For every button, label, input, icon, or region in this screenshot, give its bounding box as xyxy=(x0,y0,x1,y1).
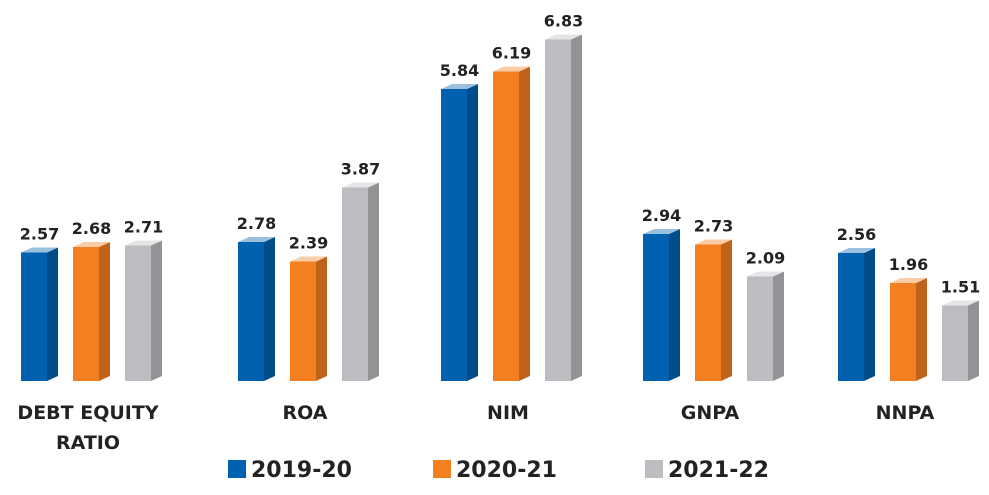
bar-side xyxy=(916,278,927,381)
bar xyxy=(21,252,47,381)
bar xyxy=(890,283,916,381)
bar xyxy=(942,305,968,381)
category-label: NIM xyxy=(487,402,529,424)
bar-side xyxy=(864,248,875,381)
bar xyxy=(747,276,773,381)
category-label: DEBT EQUITY RATIO xyxy=(17,402,159,454)
bar-top xyxy=(290,256,327,262)
bar-top xyxy=(545,34,582,40)
legend-swatch xyxy=(645,460,663,478)
bar-top xyxy=(21,247,58,253)
value-label: 6.19 xyxy=(492,44,531,63)
value-label: 2.94 xyxy=(642,206,681,225)
bar xyxy=(695,244,721,381)
bar-side xyxy=(151,240,162,381)
value-label: 2.78 xyxy=(237,214,276,233)
bar-side xyxy=(368,182,379,381)
value-label: 1.51 xyxy=(941,278,980,297)
bar-side xyxy=(316,256,327,381)
bar xyxy=(441,89,467,381)
bar-side xyxy=(467,84,478,381)
value-label: 2.57 xyxy=(20,225,59,244)
category-label: NNPA xyxy=(875,402,935,424)
bar-side xyxy=(519,66,530,381)
bar-top xyxy=(838,248,875,253)
value-label: 6.83 xyxy=(544,12,583,31)
bar xyxy=(125,245,151,381)
bar-side xyxy=(773,271,784,381)
value-label: 2.09 xyxy=(746,249,785,268)
value-label: 2.56 xyxy=(837,225,876,244)
category-label: ROA xyxy=(282,402,328,424)
bar-side xyxy=(721,239,732,381)
bar xyxy=(238,242,264,381)
legend-swatch xyxy=(228,460,246,478)
bar-side xyxy=(47,247,58,381)
legend-swatch xyxy=(433,460,451,478)
value-label: 2.73 xyxy=(694,217,733,236)
value-label: 2.39 xyxy=(289,234,328,253)
value-label: 5.84 xyxy=(440,61,479,80)
bar xyxy=(493,71,519,381)
bar-top xyxy=(238,237,275,242)
bar-top xyxy=(643,229,680,234)
bar-top xyxy=(125,240,162,246)
legend-label: 2021-22 xyxy=(668,458,769,483)
bar xyxy=(643,234,669,381)
value-label: 3.87 xyxy=(341,160,380,179)
legend-label: 2019-20 xyxy=(251,458,352,483)
bar-side xyxy=(968,300,979,381)
bar-top xyxy=(493,66,530,72)
value-label: 2.68 xyxy=(72,219,111,238)
bar xyxy=(290,261,316,381)
bar-side xyxy=(669,229,680,381)
bar xyxy=(73,247,99,381)
bar xyxy=(838,253,864,381)
bar xyxy=(342,187,368,381)
bar-side xyxy=(264,237,275,381)
bar-top xyxy=(747,271,784,277)
bar-top xyxy=(890,278,927,283)
bar-top xyxy=(695,239,732,245)
category-label: GNPA xyxy=(680,402,740,424)
bar-top xyxy=(942,300,979,306)
bar-top xyxy=(342,182,379,188)
bar-side xyxy=(571,34,582,381)
legend-label: 2020-21 xyxy=(456,458,557,483)
bar xyxy=(545,39,571,381)
value-label: 2.71 xyxy=(124,218,163,237)
bar-top xyxy=(441,84,478,89)
value-label: 1.96 xyxy=(889,255,928,274)
bar-top xyxy=(73,242,110,247)
bar-side xyxy=(99,242,110,381)
